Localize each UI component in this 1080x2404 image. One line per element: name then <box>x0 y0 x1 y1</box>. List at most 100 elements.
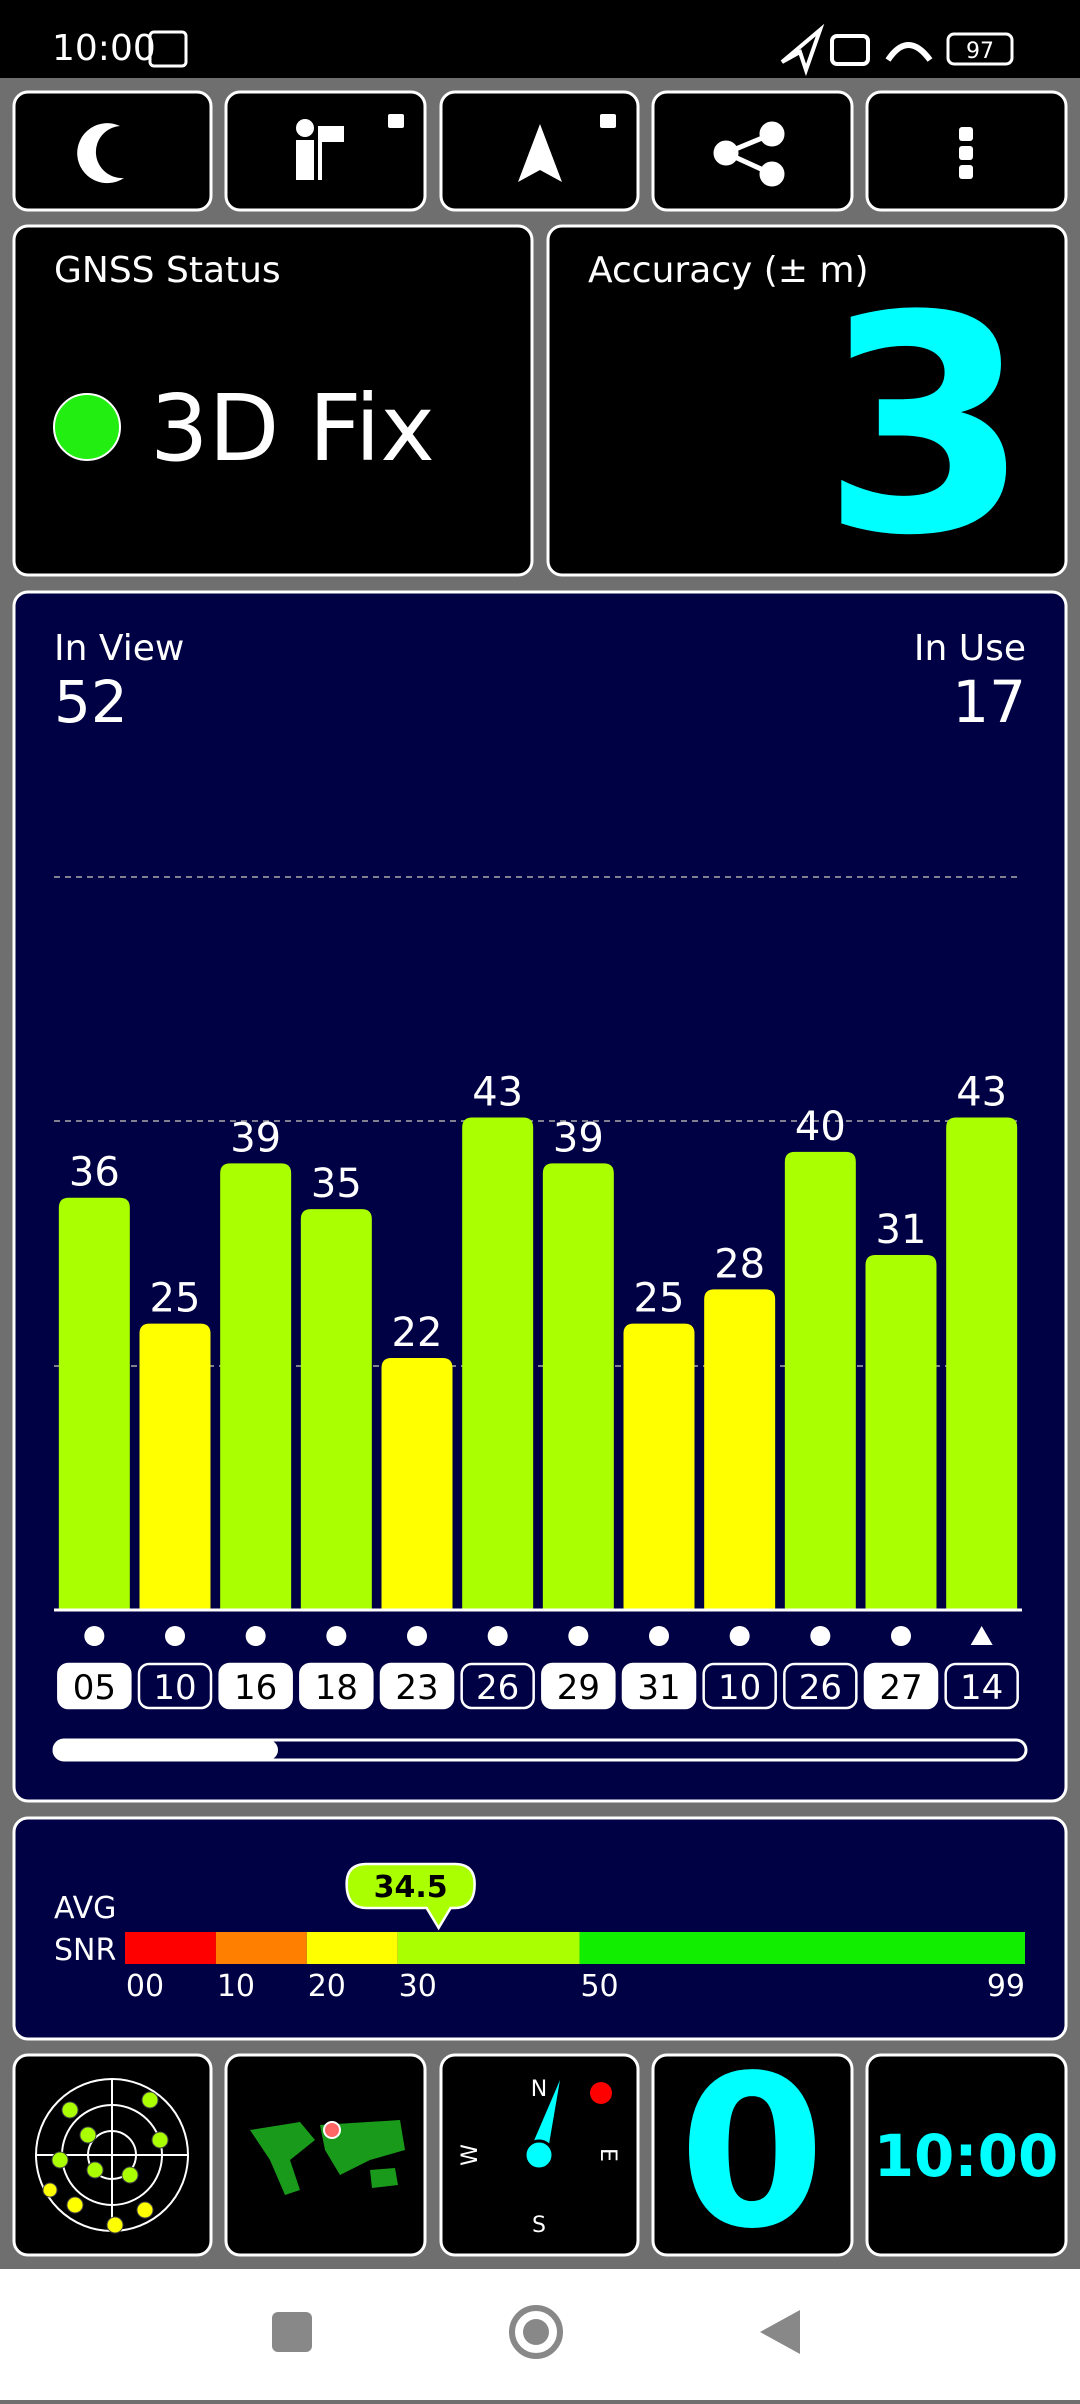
menu-icon <box>959 127 973 179</box>
constellation-marker <box>245 1626 266 1646</box>
satellite-id-box <box>541 1662 616 1710</box>
satellite-id-box <box>702 1662 777 1710</box>
bar-value-label: 22 <box>392 1310 443 1356</box>
home-button[interactable] <box>509 2305 563 2359</box>
scrollbar-thumb[interactable] <box>54 1740 278 1760</box>
compass-east: E <box>595 2148 620 2162</box>
snr-panel <box>12 1816 1068 2041</box>
gnss-status-panel <box>12 224 534 577</box>
constellation-marker <box>891 1626 911 1646</box>
satellite-id: 23 <box>395 1668 438 1708</box>
bar <box>704 1289 776 1610</box>
fix-status: 3D Fix <box>150 375 435 482</box>
satellite-id-box <box>460 1662 535 1710</box>
snr-segment <box>397 1932 580 1964</box>
constellation-marker <box>729 1626 750 1646</box>
satellite-id-box <box>379 1662 455 1710</box>
compass-hub <box>523 2139 555 2171</box>
constellation-marker <box>649 1626 669 1646</box>
snr-tick-label: 30 <box>399 1969 437 2004</box>
constellation-marker <box>487 1626 508 1646</box>
battery-icon <box>946 32 1014 66</box>
satellite-id: 26 <box>799 1668 842 1708</box>
clock-value: 10:00 <box>874 2122 1059 2190</box>
bar-value-label: 40 <box>795 1104 846 1150</box>
speed-tile[interactable] <box>651 2053 854 2257</box>
clock-tile[interactable] <box>865 2053 1068 2257</box>
snr-tick-label: 50 <box>580 1969 618 2004</box>
in-use-count: 17 <box>952 668 1026 736</box>
back-button[interactable] <box>760 2310 800 2354</box>
fix-indicator <box>53 393 121 461</box>
wifi-icon <box>885 42 933 62</box>
in-use-label: In Use <box>914 628 1026 669</box>
toolbar <box>12 90 1068 212</box>
constellation-marker <box>165 1626 185 1646</box>
satellite-id: 10 <box>153 1668 196 1708</box>
snr-segment <box>306 1932 398 1964</box>
share-button[interactable] <box>651 90 854 212</box>
bar-value-label: 25 <box>150 1276 201 1322</box>
constellation-marker <box>326 1626 347 1646</box>
bar <box>542 1163 614 1610</box>
constellation-marker <box>568 1626 589 1646</box>
lock-icon <box>600 114 616 128</box>
speed-value: 0 <box>679 2030 825 2275</box>
gnss-status-title: GNSS Status <box>54 250 281 291</box>
satellite-id: 05 <box>73 1668 116 1708</box>
arrow-icon <box>518 124 562 182</box>
bar-value-label: 31 <box>876 1207 927 1253</box>
compass-west: W <box>458 2144 483 2166</box>
satellite-id-box <box>299 1662 374 1710</box>
in-view-count: 52 <box>54 668 128 736</box>
nfc-icon <box>148 30 188 68</box>
snr-label-avg: AVG <box>54 1891 116 1926</box>
compass-south: S <box>532 2213 546 2238</box>
snr-average-label: 34.5 <box>374 1870 448 1905</box>
bar <box>381 1358 453 1610</box>
guide-button[interactable] <box>224 90 427 212</box>
snr-chart: 36 05 25 10 39 16 35 18 22 23 43 26 39 29 25 31 28 10 40 26… <box>54 876 1022 1710</box>
in-view-label: In View <box>54 628 184 669</box>
share-icon <box>713 121 785 187</box>
satellite-id-box <box>137 1662 213 1710</box>
snr-average-marker <box>345 1862 476 1931</box>
accuracy-value: 3 <box>821 252 1030 601</box>
satellite-id-box <box>621 1662 697 1710</box>
bar-value-label: 25 <box>634 1276 685 1322</box>
bar-value-label: 39 <box>230 1115 281 1161</box>
bar <box>58 1197 130 1610</box>
snr-segment <box>215 1932 307 1964</box>
battery-level: 97 <box>966 39 994 64</box>
night-mode-button[interactable] <box>12 90 213 212</box>
bar <box>220 1163 292 1610</box>
bar-value-label: 39 <box>553 1115 604 1161</box>
satellite-id: 16 <box>234 1668 277 1708</box>
constellation-marker <box>810 1626 831 1646</box>
bar-value-label: 43 <box>472 1070 523 1116</box>
satellite-id-box <box>944 1662 1019 1710</box>
bar <box>865 1254 937 1610</box>
compass-north: N <box>531 2077 547 2102</box>
sky-plot <box>35 2078 189 2234</box>
satellite-id: 18 <box>315 1668 358 1708</box>
compass-needle <box>530 2080 560 2150</box>
satellite-id-box <box>783 1662 858 1710</box>
satellite-panel <box>12 590 1068 1803</box>
bar <box>462 1117 534 1610</box>
constellation-marker <box>84 1626 105 1646</box>
bar-value-label: 28 <box>714 1241 765 1287</box>
snr-tick-label: 20 <box>308 1969 346 2004</box>
accuracy-panel <box>546 224 1068 577</box>
snr-segment <box>125 1932 216 1964</box>
world-map-tile[interactable] <box>224 2053 427 2257</box>
snr-tick-label: 10 <box>217 1969 255 2004</box>
satellite-id: 31 <box>637 1668 680 1708</box>
compass-sun <box>590 2082 612 2104</box>
snr-segment <box>579 1932 1025 1964</box>
location-icon <box>780 23 825 77</box>
recents-button[interactable] <box>272 2312 312 2352</box>
satellite-id: 29 <box>557 1668 600 1708</box>
